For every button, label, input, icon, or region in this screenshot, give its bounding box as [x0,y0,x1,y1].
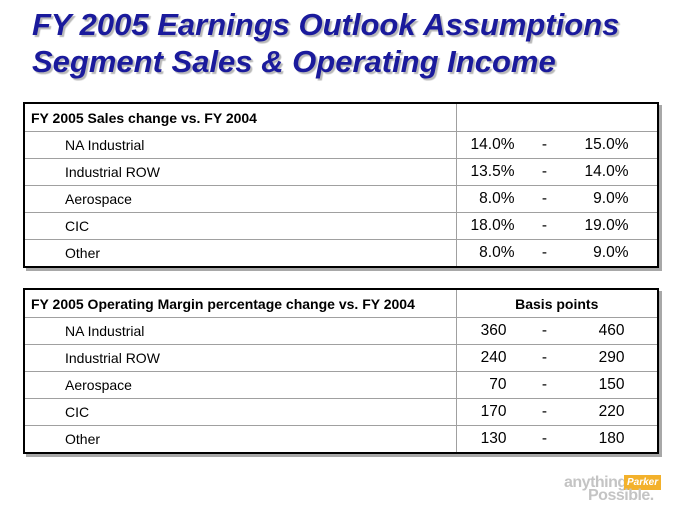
row-label: Industrial ROW [23,158,457,186]
slide-title: FY 2005 Earnings Outlook Assumptions Seg… [32,6,619,80]
row-range: 14.0% - 15.0% [455,131,659,159]
table-row: NA Industrial 14.0% - 15.0% [23,131,659,159]
range-high: 150 [598,376,625,393]
range-separator: - [541,163,548,180]
range-separator: - [541,376,548,393]
margin-table-header: FY 2005 Operating Margin percentage chan… [23,288,457,318]
row-range: 8.0% - 9.0% [455,239,659,268]
range-high: 460 [598,322,625,339]
range-separator: - [541,244,548,261]
title-line-1: FY 2005 Earnings Outlook Assumptions [32,7,620,42]
range-high: 220 [598,403,625,420]
table-row: Other 8.0% - 9.0% [23,239,659,268]
row-range: 240 - 290 [455,344,659,372]
row-label: CIC [23,212,457,240]
range-high: 9.0% [593,190,629,207]
title-line-2: Segment Sales & Operating Income [32,44,556,79]
range-high: 15.0% [584,136,629,153]
table-row: Aerospace 8.0% - 9.0% [23,185,659,213]
table-row: NA Industrial 360 - 460 [23,317,659,345]
range-low: 130 [480,430,507,447]
range-separator: - [541,349,548,366]
row-label: Industrial ROW [23,344,457,372]
row-label: Other [23,239,457,268]
row-range: 8.0% - 9.0% [455,185,659,213]
logo-word-possible: Possible. [588,487,654,504]
range-low: 13.5% [470,163,515,180]
range-high: 290 [598,349,625,366]
row-range: 130 - 180 [455,425,659,454]
range-low: 70 [489,376,507,393]
row-range: 170 - 220 [455,398,659,426]
range-low: 8.0% [479,190,515,207]
range-low: 360 [480,322,507,339]
row-label: NA Industrial [23,131,457,159]
row-label: NA Industrial [23,317,457,345]
range-separator: - [541,190,548,207]
sales-change-table: FY 2005 Sales change vs. FY 2004 NA Indu… [23,102,659,268]
sales-table-header: FY 2005 Sales change vs. FY 2004 [23,102,457,132]
range-separator: - [541,403,548,420]
row-range: 18.0% - 19.0% [455,212,659,240]
row-range: 360 - 460 [455,317,659,345]
row-range: 13.5% - 14.0% [455,158,659,186]
table-row: Industrial ROW 13.5% - 14.0% [23,158,659,186]
range-low: 8.0% [479,244,515,261]
range-high: 19.0% [584,217,629,234]
sales-table-header-right [455,102,659,132]
range-low: 170 [480,403,507,420]
range-separator: - [541,136,548,153]
table-row: Other 130 - 180 [23,425,659,454]
row-range: 70 - 150 [455,371,659,399]
table-row: Aerospace 70 - 150 [23,371,659,399]
table-header-row: FY 2005 Operating Margin percentage chan… [23,288,659,318]
logo-brand-parker: Parker [624,475,662,490]
range-low: 14.0% [470,136,515,153]
range-separator: - [541,322,548,339]
logo-word-anything: anything [564,474,627,491]
row-label: CIC [23,398,457,426]
table-row: CIC 170 - 220 [23,398,659,426]
table-row: CIC 18.0% - 19.0% [23,212,659,240]
range-low: 18.0% [470,217,515,234]
row-label: Other [23,425,457,454]
margin-table-header-right: Basis points [455,288,659,318]
range-high: 180 [598,430,625,447]
range-separator: - [541,430,548,447]
table-header-row: FY 2005 Sales change vs. FY 2004 [23,102,659,132]
range-high: 9.0% [593,244,629,261]
range-low: 240 [480,349,507,366]
operating-margin-table: FY 2005 Operating Margin percentage chan… [23,288,659,454]
range-separator: - [541,217,548,234]
row-label: Aerospace [23,185,457,213]
table-row: Industrial ROW 240 - 290 [23,344,659,372]
range-high: 14.0% [584,163,629,180]
parker-logo: anything Parker Possible. [560,472,676,506]
row-label: Aerospace [23,371,457,399]
